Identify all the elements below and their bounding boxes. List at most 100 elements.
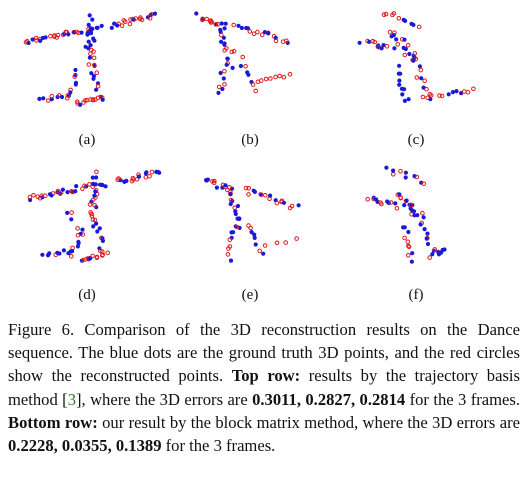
reconstructed-point <box>86 62 92 67</box>
ground-truth-point <box>78 102 83 107</box>
reconstructed-point <box>58 190 64 195</box>
ground-truth-point <box>93 182 98 187</box>
reconstructed-point <box>274 200 280 206</box>
caption-top-row-errors: 0.3011, 0.2827, 0.2814 <box>252 389 406 409</box>
ground-truth-point <box>233 211 238 217</box>
reconstructed-point <box>243 64 248 69</box>
panel-label-f: (f) <box>408 287 424 303</box>
citation-link[interactable]: 3 <box>67 389 76 409</box>
ground-truth-point <box>49 193 54 198</box>
caption-bottom-row-errors: 0.2228, 0.0355, 0.1389 <box>8 436 162 456</box>
ground-truth-point <box>412 174 417 179</box>
ground-truth-point <box>99 23 104 28</box>
reconstructed-point <box>231 22 236 28</box>
reconstructed-point <box>253 88 258 94</box>
ground-truth-point <box>419 76 424 81</box>
ground-truth-point <box>268 193 273 198</box>
reconstructed-point <box>420 210 425 216</box>
ground-truth-point <box>403 175 408 180</box>
ground-truth-point <box>249 230 254 235</box>
ground-truth-point <box>118 178 123 183</box>
ground-truth-point <box>205 177 210 182</box>
ground-truth-point <box>94 205 99 210</box>
ground-truth-point <box>57 251 62 256</box>
reconstructed-point <box>381 12 387 17</box>
reconstructed-point <box>437 93 442 98</box>
ground-truth-point <box>417 64 422 69</box>
ground-truth-point <box>230 65 235 70</box>
reconstructed-point <box>90 253 95 259</box>
ground-truth-point <box>60 187 65 192</box>
ground-truth-point <box>66 32 71 37</box>
ground-truth-point <box>381 43 386 48</box>
reconstructed-point <box>287 72 293 77</box>
ground-truth-point <box>397 63 402 68</box>
reconstructed-point <box>248 225 253 231</box>
reconstructed-point <box>226 246 231 251</box>
reconstructed-point <box>439 93 445 99</box>
ground-truth-point <box>136 174 142 179</box>
reconstructed-point <box>222 47 227 53</box>
reconstructed-point <box>33 35 39 41</box>
reconstructed-point <box>427 255 433 260</box>
ground-truth-point <box>219 39 224 44</box>
reconstructed-point <box>394 206 400 211</box>
reconstructed-point <box>27 194 33 200</box>
ground-truth-point <box>87 13 92 18</box>
ground-truth-point <box>70 249 75 254</box>
reconstructed-point <box>465 89 471 95</box>
panel-label-e: (e) <box>241 287 259 303</box>
ground-truth-point <box>450 90 455 95</box>
ground-truth-point <box>385 199 390 204</box>
reconstructed-point <box>119 23 125 29</box>
ground-truth-point <box>76 241 81 246</box>
ground-truth-point <box>47 251 52 256</box>
reconstructed-point <box>391 11 397 16</box>
ground-truth-point <box>384 165 389 170</box>
reconstructed-point <box>277 73 282 79</box>
reconstructed-point <box>391 172 396 177</box>
ground-truth-point <box>389 34 394 39</box>
panel-label-b: (b) <box>241 132 259 148</box>
reconstructed-point <box>72 74 77 79</box>
reconstructed-point <box>420 94 426 100</box>
ground-truth-point <box>402 98 407 103</box>
ground-truth-point <box>88 43 93 48</box>
reconstructed-point <box>425 95 430 101</box>
ground-truth-point <box>194 11 199 16</box>
ground-truth-point <box>406 97 411 102</box>
reconstructed-point <box>48 33 53 39</box>
ground-truth-point <box>73 67 78 73</box>
ground-truth-point <box>402 203 407 208</box>
reconstructed-point <box>75 226 80 231</box>
ground-truth-point <box>219 21 224 26</box>
ground-truth-point <box>74 184 79 189</box>
ground-truth-point <box>30 37 35 42</box>
ground-truth-point <box>235 203 241 209</box>
ground-truth-point <box>391 168 396 173</box>
ground-truth-point <box>87 55 92 60</box>
ground-truth-point <box>410 251 415 256</box>
ground-truth-point <box>109 25 114 30</box>
reconstructed-point <box>365 197 371 202</box>
ground-truth-point <box>285 40 290 46</box>
reconstructed-point <box>83 98 88 103</box>
reconstructed-point <box>388 200 394 205</box>
ground-truth-point <box>94 87 99 92</box>
reconstructed-point <box>45 98 51 103</box>
reconstructed-point <box>228 197 234 203</box>
reconstructed-point <box>94 70 100 75</box>
ground-truth-point <box>402 87 407 92</box>
reconstructed-point <box>69 253 74 259</box>
ground-truth-point <box>73 82 78 87</box>
ground-truth-point <box>61 248 66 253</box>
reconstructed-point <box>94 254 100 260</box>
caption-bottom-row-tail: for the 3 frames. <box>165 436 276 456</box>
caption-top-row-label: Top row: <box>231 366 301 386</box>
ground-truth-point <box>89 71 94 76</box>
ground-truth-point <box>398 71 403 76</box>
figure-panels <box>23 11 476 264</box>
ground-truth-point <box>94 175 99 180</box>
reconstructed-point <box>405 42 411 48</box>
reconstructed-point <box>398 195 404 200</box>
